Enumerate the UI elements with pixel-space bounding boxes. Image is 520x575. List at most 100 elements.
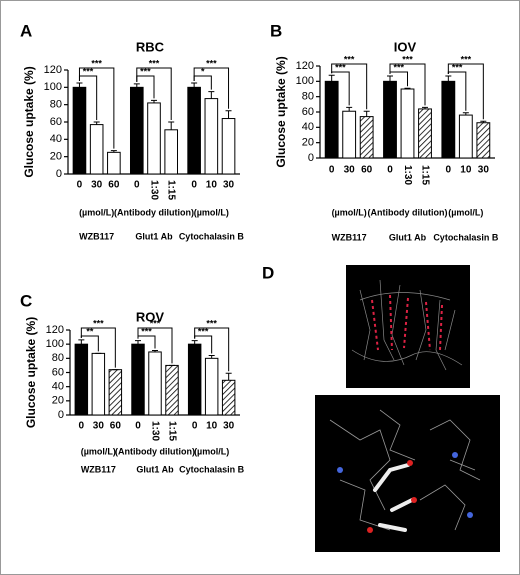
x-tick-label: 0	[79, 421, 85, 432]
x-tick-label: 1:30	[402, 165, 413, 185]
x-tick-label: 0	[134, 180, 140, 191]
error-bar	[328, 74, 335, 82]
bar	[441, 80, 456, 159]
x-tick-label: 0	[192, 421, 198, 432]
significance-bracket	[137, 327, 173, 364]
x-tick-label: 0	[191, 180, 197, 191]
significance-label: ***	[150, 318, 161, 328]
y-tick-label: 0	[58, 409, 64, 421]
group-name: Cytochalasin B	[179, 231, 245, 241]
bar	[107, 151, 121, 175]
bar	[383, 80, 397, 159]
y-tick-label: 60	[52, 366, 64, 378]
error-bar	[191, 340, 198, 345]
x-tick-label: 0	[387, 165, 393, 176]
group-unit: (µmol/L)	[194, 446, 229, 456]
panel-label: D	[262, 263, 274, 282]
error-bar	[191, 82, 198, 88]
error-bar	[225, 110, 232, 119]
significance-label: **	[86, 326, 94, 336]
x-tick-label: 0	[446, 165, 452, 176]
y-tick-label: 120	[44, 64, 62, 76]
significance-label: ***	[93, 318, 104, 328]
significance-label: ***	[198, 326, 209, 336]
significance-label: ***	[149, 58, 160, 68]
bar	[187, 86, 201, 175]
group-name: Glut1 Ab	[135, 231, 173, 241]
x-tick-label: 10	[206, 180, 218, 191]
panel-label: C	[20, 291, 32, 310]
error-bar	[110, 150, 117, 153]
bar	[359, 116, 374, 159]
significance-label: ***	[206, 58, 217, 68]
bar	[458, 114, 473, 159]
group-unit: (µmol/L)	[79, 207, 114, 217]
significance-label: ***	[402, 54, 413, 64]
significance-label: ***	[335, 62, 346, 72]
x-tick-label: 30	[223, 421, 235, 432]
x-tick-label: 10	[206, 421, 218, 432]
y-axis-label: Glucose uptake (%)	[22, 66, 36, 177]
error-bar	[151, 99, 157, 103]
significance-bracket	[136, 67, 172, 120]
x-tick-label: 30	[93, 421, 105, 432]
x-tick-label: 0	[77, 180, 83, 191]
significance-label: ***	[91, 58, 102, 68]
x-tick-label: 30	[478, 165, 490, 176]
y-tick-label: 100	[44, 81, 62, 93]
x-tick-label: 1:15	[166, 180, 177, 200]
bar	[74, 343, 89, 416]
significance-label: ***	[452, 62, 463, 72]
bar	[164, 129, 179, 175]
bar	[165, 364, 179, 416]
error-bar	[445, 75, 452, 82]
panel-label: A	[20, 21, 32, 40]
group-name: Cytochalasin B	[433, 232, 499, 242]
x-tick-label: 1:30	[149, 421, 160, 441]
x-tick-label: 30	[91, 180, 103, 191]
y-axis-label: Glucose uptake (%)	[274, 56, 288, 167]
group-name: Cytochalasin B	[179, 464, 245, 474]
bar	[476, 122, 491, 159]
x-tick-label: 60	[108, 180, 120, 191]
group-unit: (µmol/L)	[448, 207, 483, 217]
bar	[221, 118, 236, 175]
error-bar	[152, 350, 158, 352]
x-tick-label: 0	[135, 421, 141, 432]
significance-label: ***	[141, 326, 152, 336]
bar	[204, 98, 219, 175]
y-tick-label: 40	[52, 381, 64, 393]
y-tick-label: 20	[302, 137, 314, 149]
group-name: WZB117	[332, 232, 367, 242]
error-bar	[135, 340, 141, 345]
error-bar	[208, 91, 215, 99]
y-tick-label: 120	[46, 324, 64, 336]
error-bar	[225, 372, 232, 381]
bar	[108, 369, 123, 416]
group-name: Glut1 Ab	[136, 464, 174, 474]
chart-title: ROV	[136, 309, 165, 324]
error-bar	[404, 87, 411, 89]
y-tick-label: 80	[50, 99, 62, 111]
significance-label: ***	[140, 66, 151, 76]
bar	[204, 357, 219, 416]
bar	[147, 102, 161, 175]
y-tick-label: 40	[50, 133, 62, 145]
significance-label: ***	[344, 54, 355, 64]
significance-label: ***	[83, 66, 94, 76]
significance-label: ***	[206, 318, 217, 328]
bar	[91, 352, 106, 416]
significance-bracket	[389, 63, 426, 106]
bar	[400, 88, 415, 159]
chart-title: IOV	[394, 39, 417, 54]
significance-bracket	[447, 63, 484, 120]
y-axis-label: Glucose uptake (%)	[24, 317, 38, 428]
group-name: Glut1 Ab	[389, 232, 427, 242]
y-tick-label: 20	[50, 151, 62, 163]
error-bar	[363, 110, 370, 117]
panel-label: B	[270, 21, 282, 40]
bar	[324, 80, 339, 159]
bar	[129, 86, 144, 175]
error-bar	[76, 82, 83, 88]
